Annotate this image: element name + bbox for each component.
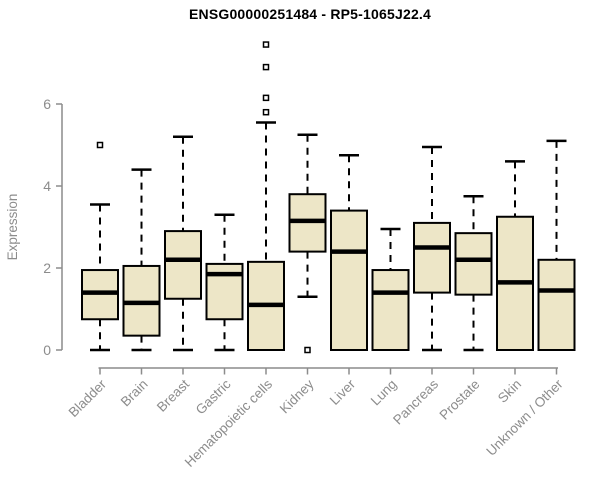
x-category-label: Liver [327,376,359,408]
chart-title: ENSG00000251484 - RP5-1065J22.4 [188,6,432,22]
iqr-box [164,230,202,300]
outlier-point [262,41,270,48]
box-gastric [205,213,244,352]
y-tick-label: 2 [43,260,51,276]
box-unknown-other [537,139,576,351]
box-lung [371,227,410,351]
x-category-label: Skin [495,377,524,406]
iqr-box [330,209,368,351]
box-kidney [288,133,327,354]
box-prostate [454,195,493,352]
x-category-label: Brain [118,377,151,410]
x-category-label: Gastric [193,376,234,417]
box-bladder [81,141,119,352]
box-breast [164,135,202,352]
outlier-point [304,346,311,354]
box-liver [330,154,368,351]
outlier-point [262,94,270,102]
x-category-label: Lung [368,377,400,409]
iqr-box [371,269,410,351]
y-tick-label: 4 [43,178,51,194]
y-axis-title: Expression [5,194,20,261]
box-hematopoietic-cells [247,41,285,352]
outlier-point [96,141,104,149]
iqr-box [454,232,493,296]
outlier-point [262,63,270,71]
iqr-box [537,258,576,351]
iqr-box [413,221,451,294]
x-category-label: Kidney [277,376,317,416]
box-brain [122,168,161,352]
y-tick-label: 6 [43,96,51,112]
box-pancreas [413,145,451,352]
box-skin [496,160,534,351]
y-tick-label: 0 [43,342,51,358]
x-category-label: Pancreas [390,376,441,427]
x-category-label: Unknown / Other [483,376,566,459]
x-category-label: Prostate [436,377,482,423]
x-category-label: Breast [154,376,192,414]
outlier-point [262,108,270,116]
x-category-label: Bladder [66,376,110,420]
